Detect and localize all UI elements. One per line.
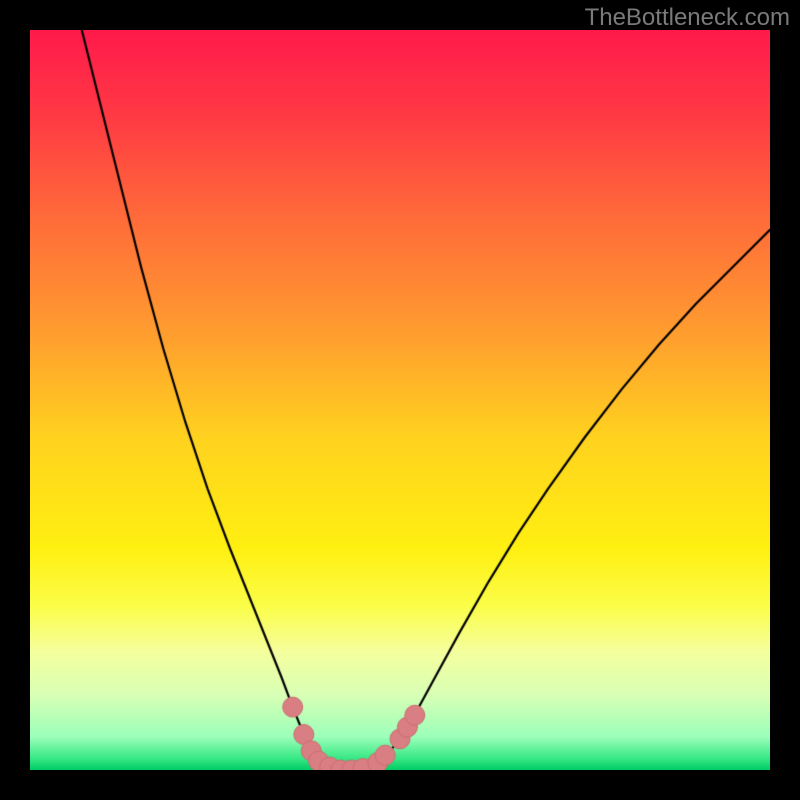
plot-area: [30, 30, 770, 770]
plot-canvas: [30, 30, 770, 770]
figure-root: TheBottleneck.com: [0, 0, 800, 800]
watermark-text: TheBottleneck.com: [585, 4, 790, 32]
